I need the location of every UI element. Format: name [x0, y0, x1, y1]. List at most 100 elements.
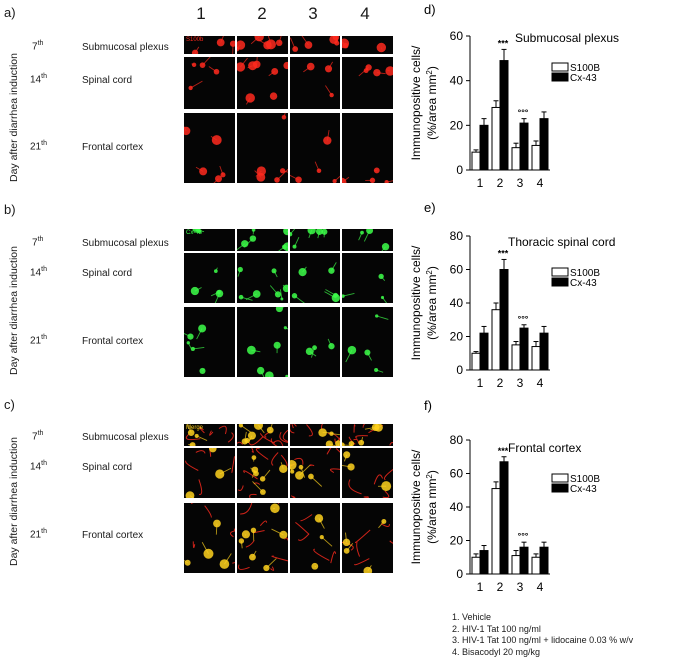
y-axis-label: Immunopositive cells/	[409, 45, 423, 160]
micrograph	[237, 307, 288, 377]
significance-marker: °°°	[518, 314, 529, 324]
y-tick-label: 80	[450, 433, 464, 447]
stain-tag: Merge	[186, 425, 204, 431]
vertical-axis-label-a: Day after diarrhea induction	[8, 53, 20, 182]
x-tick-label: 4	[537, 176, 544, 190]
panel-letter-c: c)	[4, 397, 15, 412]
row-tissue-spinal: Spinal cord	[82, 75, 133, 86]
bar-cx-43	[479, 550, 489, 575]
y-axis-label: (%/area mm2)	[425, 66, 440, 140]
legend-swatch	[551, 483, 569, 493]
significance-marker: ***	[498, 446, 509, 456]
micrograph	[342, 503, 393, 573]
vertical-axis-label-c: Day after diarrhea induction	[8, 437, 20, 566]
y-axis-label: (%/area mm2)	[425, 470, 440, 544]
chart-title: Thoracic spinal cord	[508, 235, 615, 249]
row-tissue-spinal: Spinal cord	[82, 462, 133, 473]
row-day-21: 21th	[30, 140, 47, 153]
bar-s100b	[491, 488, 501, 575]
micrograph	[290, 307, 340, 377]
legend-label: Cx-43	[570, 278, 597, 289]
x-tick-label: 3	[517, 376, 524, 390]
panel-letter-a: a)	[4, 5, 16, 20]
micrograph	[237, 253, 288, 303]
x-tick-label: 4	[537, 376, 544, 390]
y-tick-label: 0	[456, 567, 463, 581]
column-number-3: 3	[308, 4, 318, 23]
row-tissue-frontal: Frontal cortex	[82, 336, 144, 347]
y-tick-label: 60	[450, 29, 464, 43]
row-day-7: 7th	[32, 430, 44, 443]
micrograph	[342, 36, 393, 54]
micrograph	[237, 36, 288, 54]
micrograph	[184, 253, 235, 303]
y-axis-label: Immunopositive cells/	[409, 245, 423, 360]
treatment-legend-item: 4. Bisacodyl 20 mg/kg	[452, 646, 541, 657]
micrograph	[184, 113, 235, 183]
bar-s100b	[471, 556, 481, 575]
micrograph	[342, 253, 393, 303]
y-tick-label: 0	[456, 163, 463, 177]
micrograph	[290, 503, 340, 573]
micrograph	[290, 424, 340, 446]
micrograph	[290, 36, 340, 54]
micrograph	[184, 57, 235, 109]
significance-marker: ***	[498, 38, 509, 48]
x-tick-label: 1	[477, 176, 484, 190]
y-tick-label: 20	[450, 534, 464, 548]
bar-cx-43	[499, 461, 509, 575]
legend-label: Cx-43	[570, 73, 597, 84]
micrograph	[237, 503, 288, 573]
treatment-legend-item: 3. HIV-1 Tat 100 ng/ml + lidocaine 0.03 …	[452, 635, 634, 645]
row-day-21: 21th	[30, 334, 47, 347]
bar-cx-43	[539, 546, 549, 575]
row-tissue-submucosal: Submucosal plexus	[82, 42, 169, 53]
treatment-legend-item: 2. HIV-1 Tat 100 ng/ml	[452, 623, 541, 634]
legend-swatch	[551, 267, 569, 277]
bar-s100b	[531, 144, 541, 171]
y-axis-label: (%/area mm2)	[425, 266, 440, 340]
legend-swatch	[551, 473, 569, 483]
micrograph	[342, 229, 393, 251]
micrograph	[342, 113, 393, 183]
row-tissue-submucosal: Submucosal plexus	[82, 432, 169, 443]
row-day-14: 14th	[30, 73, 47, 86]
stain-tag: S100b	[186, 37, 204, 43]
micrograph	[290, 253, 340, 303]
x-tick-label: 3	[517, 176, 524, 190]
column-number-1: 1	[196, 4, 206, 23]
bar-chart-thoracic-spinal-cord: e) Thoracic spinal cord Immunopositive cel…	[409, 200, 615, 390]
y-tick-label: 20	[450, 330, 464, 344]
column-number-2: 2	[257, 4, 267, 23]
bar-s100b	[471, 352, 481, 371]
stain-tag: Cx-43	[186, 230, 203, 236]
row-tissue-frontal: Frontal cortex	[82, 142, 144, 153]
micrograph	[342, 307, 393, 377]
micrograph	[342, 448, 393, 498]
row-day-14: 14th	[30, 266, 47, 279]
panel-letter: f)	[424, 398, 432, 413]
bar-cx-43	[539, 332, 549, 371]
row-day-7: 7th	[32, 40, 44, 53]
micrograph	[290, 113, 340, 183]
micrograph	[237, 448, 288, 498]
bar-s100b	[531, 346, 541, 371]
row-day-14: 14th	[30, 460, 47, 473]
y-tick-label: 40	[450, 74, 464, 88]
y-tick-label: 80	[450, 229, 464, 243]
bar-cx-43	[499, 60, 509, 171]
legend-swatch	[551, 62, 569, 72]
chart-title: Submucosal plexus	[515, 31, 619, 45]
legend-swatch	[551, 277, 569, 287]
y-tick-label: 0	[456, 363, 463, 377]
y-tick-label: 40	[450, 296, 464, 310]
micrograph	[184, 307, 235, 377]
y-tick-label: 60	[450, 467, 464, 481]
bar-s100b	[511, 344, 521, 371]
bar-chart-frontal-cortex: f) Frontal cortex Immunopositive cells/(%/…	[409, 398, 600, 594]
bar-cx-43	[519, 122, 529, 171]
significance-marker: ***	[498, 248, 509, 258]
x-tick-label: 4	[537, 580, 544, 594]
bar-s100b	[511, 147, 521, 171]
x-tick-label: 3	[517, 580, 524, 594]
